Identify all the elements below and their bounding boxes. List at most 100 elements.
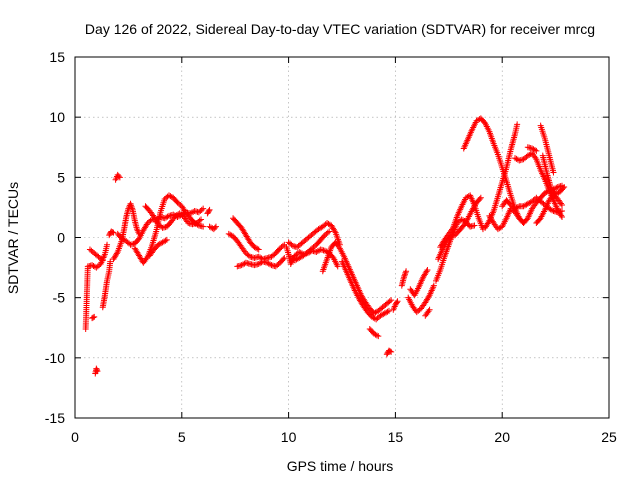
y-axis-label: SDTVAR / TECUs	[5, 182, 21, 294]
x-tick-label: 0	[71, 429, 79, 445]
series-arc-11	[142, 203, 205, 231]
data-point	[147, 217, 154, 224]
series-arc-19	[285, 220, 343, 251]
data-point	[279, 242, 286, 249]
data-point	[110, 229, 117, 236]
data-point	[393, 299, 400, 306]
series-arc-2	[86, 246, 106, 264]
series-arc-21	[319, 239, 395, 317]
series-arc-34	[482, 121, 521, 231]
series-arc-6	[106, 228, 117, 239]
data-point	[164, 213, 171, 220]
data-point	[324, 229, 331, 236]
series-arc-26	[398, 268, 410, 289]
series-arc-17	[234, 254, 288, 270]
data-point	[163, 236, 170, 243]
data-point	[385, 307, 392, 314]
data-point	[205, 208, 212, 215]
data-point	[373, 332, 380, 339]
data-point	[559, 202, 566, 209]
series-arc-16	[230, 215, 262, 253]
data-point	[90, 314, 97, 321]
data-point	[394, 298, 401, 305]
data-point	[430, 282, 437, 289]
chart-title: Day 126 of 2022, Sidereal Day-to-day VTE…	[85, 21, 595, 37]
series-arc-37	[512, 150, 566, 221]
data-point	[386, 298, 393, 305]
data-point	[116, 174, 123, 181]
x-tick-label: 25	[601, 429, 617, 445]
y-tick-label: -5	[53, 290, 66, 306]
series-arc-32	[437, 192, 486, 251]
y-tick-label: 15	[49, 49, 65, 65]
data-point	[514, 204, 521, 211]
data-point	[196, 217, 203, 224]
series-arc-22	[339, 258, 392, 323]
data-point	[331, 228, 338, 235]
series-arc-24	[383, 347, 395, 358]
data-point	[423, 268, 430, 275]
data-point	[334, 263, 341, 270]
series-arc-10	[131, 192, 207, 266]
series-arc-8	[110, 200, 143, 263]
series-arc-4	[92, 365, 101, 377]
data-point	[559, 214, 566, 221]
data-point	[560, 185, 567, 192]
series-arc-23	[366, 325, 382, 340]
data-point	[99, 257, 106, 264]
data-point	[93, 366, 100, 373]
data-point	[388, 297, 395, 304]
tick-labels: 0 5 10 15 20 25 -15 -10 -5 0 5 10 15	[45, 49, 617, 445]
series-arc-20	[287, 228, 333, 264]
data-point	[212, 223, 219, 230]
data-point	[211, 224, 218, 231]
data-point	[198, 206, 205, 213]
data-point	[514, 121, 521, 128]
data-point	[403, 268, 410, 275]
series-arc-3	[89, 313, 98, 322]
data-point	[200, 223, 207, 230]
y-tick-label: 0	[57, 230, 65, 246]
grid	[75, 57, 609, 418]
data-point	[384, 308, 391, 315]
data-point	[549, 207, 556, 214]
data-point	[113, 250, 120, 257]
data-point	[388, 348, 395, 355]
x-tick-label: 20	[494, 429, 510, 445]
series-arc-7	[112, 171, 123, 183]
data-point	[255, 246, 262, 253]
y-tick-label: 5	[57, 169, 65, 185]
data-point	[402, 271, 409, 278]
series-arc-28	[407, 266, 431, 299]
series-arc-1	[82, 241, 111, 332]
data-point	[375, 333, 382, 340]
data-point	[200, 205, 207, 212]
series-arc-41	[539, 152, 568, 198]
data-point	[280, 256, 287, 263]
series-arc-31	[435, 194, 484, 263]
data-point	[533, 147, 540, 154]
data-points	[82, 115, 568, 377]
x-axis-label: GPS time / hours	[287, 458, 394, 474]
data-point	[326, 228, 333, 235]
data-point	[254, 245, 261, 252]
data-point	[91, 313, 98, 320]
data-point	[477, 194, 484, 201]
data-point	[115, 173, 122, 180]
data-point	[425, 293, 432, 300]
data-point	[426, 306, 433, 313]
series-arc-40	[537, 122, 557, 176]
series-arc-12	[146, 236, 170, 259]
series-arc-27	[405, 282, 437, 316]
series-arc-38	[524, 144, 540, 154]
data-point	[553, 184, 560, 191]
data-point	[558, 212, 565, 219]
data-point	[109, 229, 116, 236]
data-point	[531, 147, 538, 154]
data-point	[94, 368, 101, 375]
data-point	[464, 216, 471, 223]
series-arc-29	[422, 306, 433, 319]
y-tick-label: -10	[45, 350, 65, 366]
x-tick-label: 5	[178, 429, 186, 445]
data-point	[198, 216, 205, 223]
